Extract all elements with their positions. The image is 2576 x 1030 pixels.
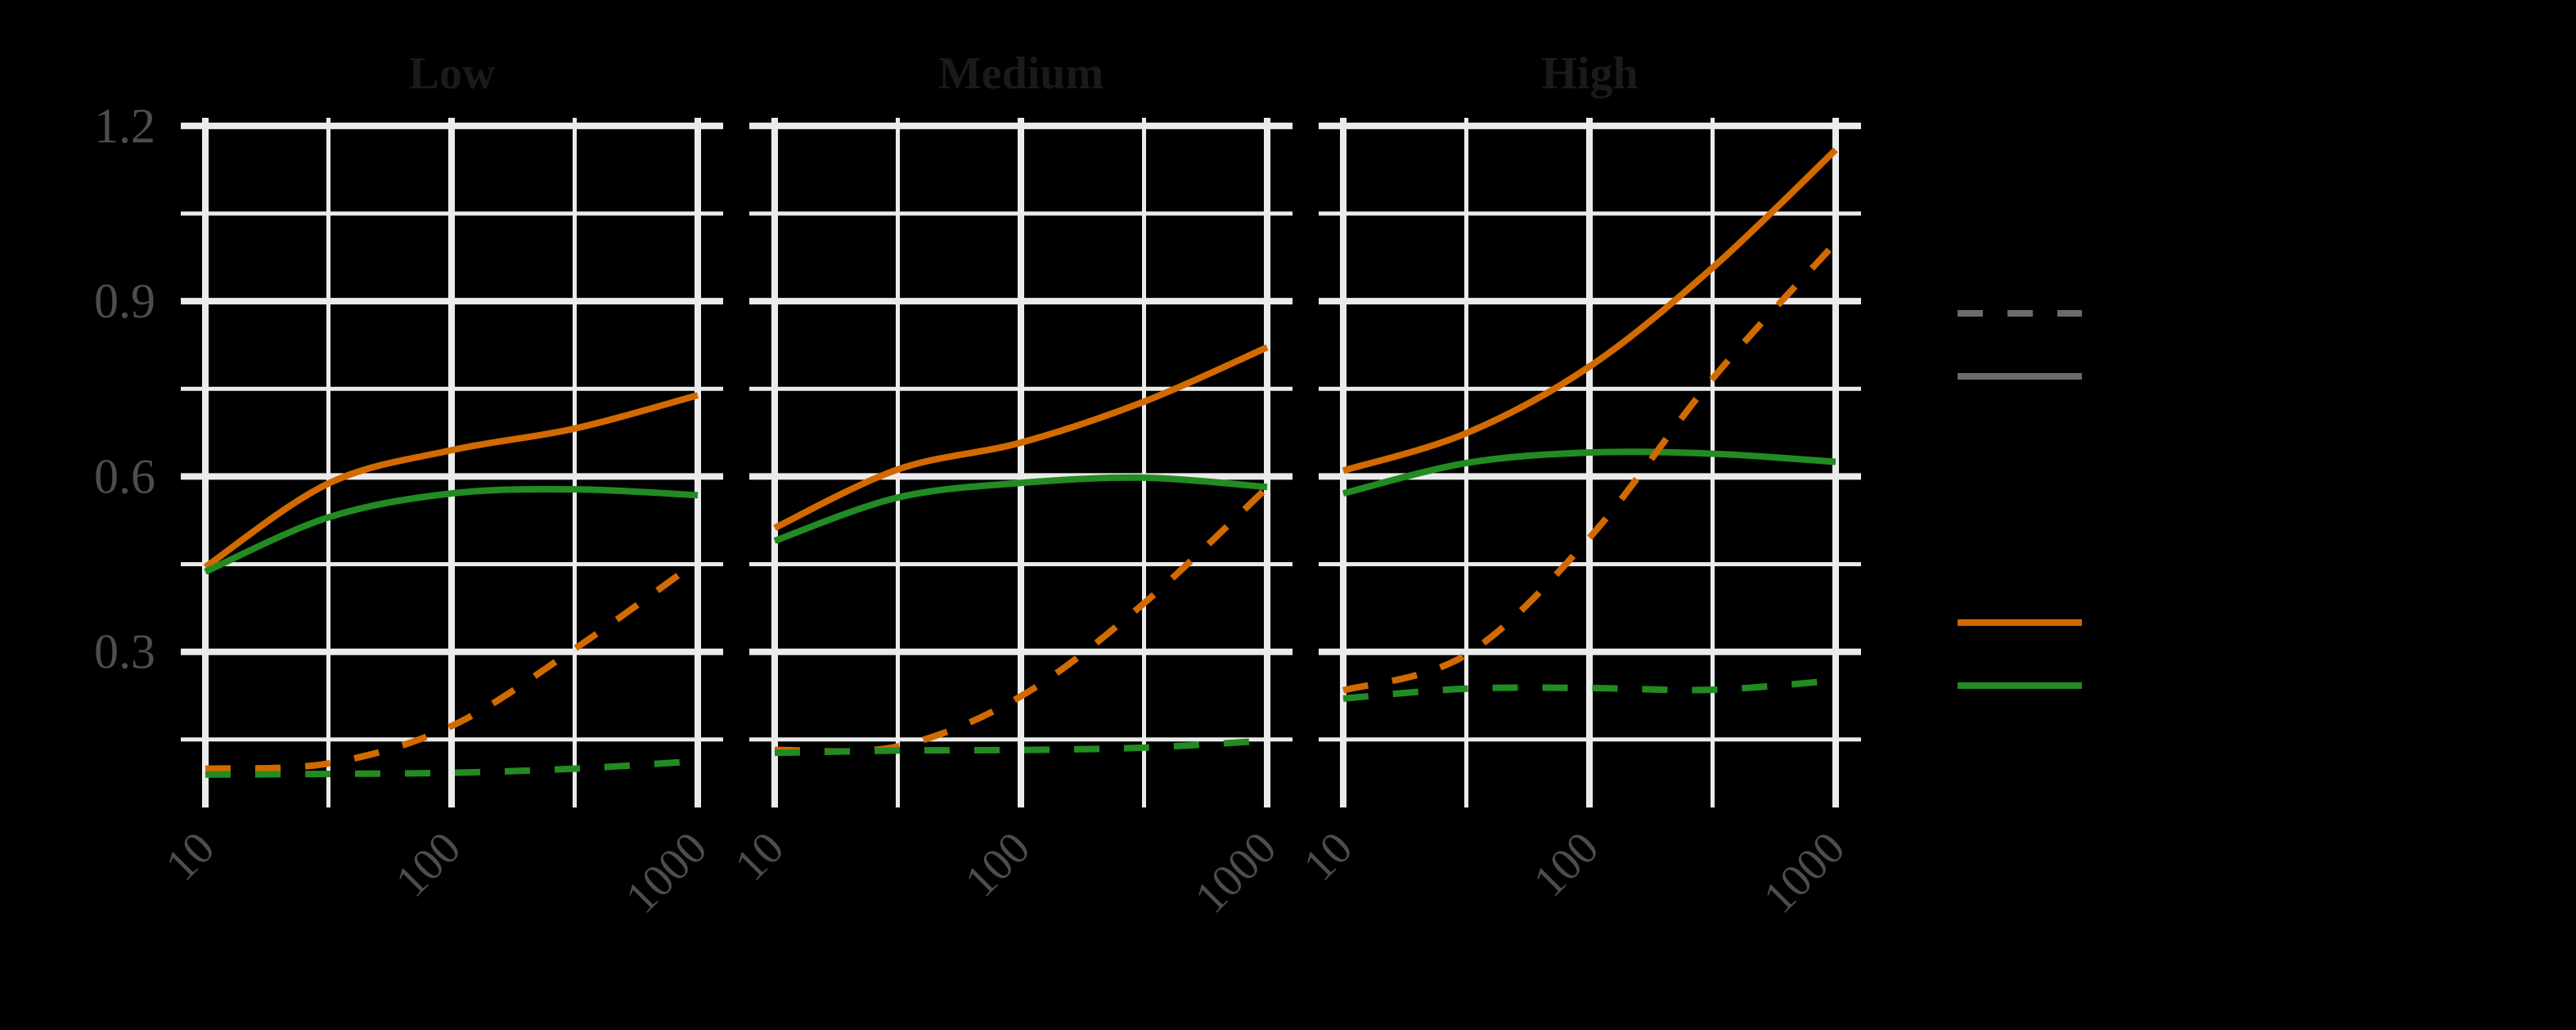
- facet-panel-low: Low 10 100 1000: [156, 48, 723, 923]
- facet-panel-high: High 10 100 1000: [1294, 48, 1861, 923]
- x-tick-label: 1000: [1754, 822, 1854, 923]
- y-tick-label: 0.6: [94, 449, 155, 503]
- facet-panel-medium: Medium 10 100 1000: [726, 48, 1292, 923]
- x-tick-label: 100: [1524, 822, 1608, 906]
- series-line-orange-solid: [203, 392, 699, 570]
- y-axis: 0.3 0.6 0.9 1.2: [94, 99, 155, 679]
- legend: [1958, 310, 2082, 689]
- x-tick-label: 10: [156, 822, 224, 890]
- series-line-orange-solid: [773, 344, 1269, 531]
- x-tick-label: 1000: [1185, 822, 1286, 923]
- series-line-orange-dashed: [205, 558, 700, 772]
- series-line-green-solid: [204, 485, 699, 575]
- facet-panels: Low 10 100 1000 Medium 10 100 1000 High 10 100 1000: [156, 48, 1861, 923]
- series-line-orange-dashed: [1342, 241, 1838, 694]
- facet-title: Medium: [938, 48, 1104, 99]
- series-line-orange-dashed: [774, 485, 1270, 755]
- y-tick-label: 0.3: [94, 625, 155, 679]
- series-line-orange-solid: [1342, 147, 1838, 475]
- x-tick-label: 1000: [616, 822, 717, 923]
- facet-title: High: [1541, 48, 1638, 99]
- x-tick-label: 100: [955, 822, 1040, 906]
- series-line-green-dashed: [774, 737, 1268, 757]
- series-line-green-solid: [773, 474, 1268, 544]
- facet-title: Low: [409, 48, 496, 99]
- x-tick-label: 100: [386, 822, 470, 906]
- x-tick-label: 10: [726, 822, 793, 890]
- y-tick-label: 0.9: [94, 274, 155, 328]
- series-line-green-dashed: [205, 758, 699, 778]
- series-line-green-solid: [1342, 448, 1836, 497]
- y-tick-label: 1.2: [94, 99, 155, 153]
- x-tick-label: 10: [1294, 822, 1362, 890]
- series-line-green-dashed: [1342, 677, 1836, 702]
